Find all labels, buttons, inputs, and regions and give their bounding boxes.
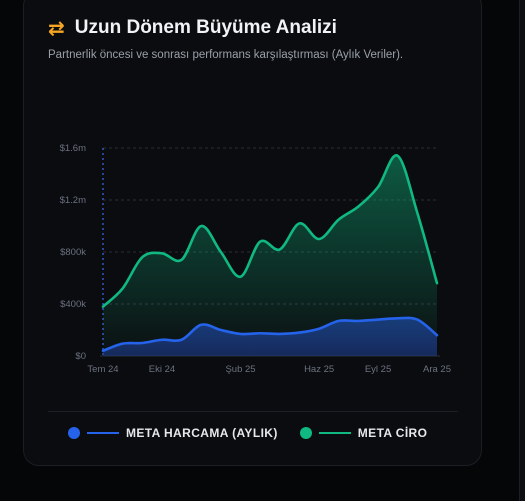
header: ⇄ Uzun Dönem Büyüme Analizi [48, 17, 337, 39]
data-point-spend[interactable] [416, 318, 418, 320]
data-point-spend[interactable] [279, 333, 281, 335]
data-point-spend[interactable] [121, 342, 123, 344]
data-point-revenue[interactable] [357, 205, 359, 207]
data-point-spend[interactable] [259, 332, 261, 334]
data-point-spend[interactable] [298, 331, 300, 333]
x-tick-label: Eki 24 [149, 364, 175, 375]
legend-item-revenue[interactable]: META CİRO [299, 426, 428, 440]
data-point-revenue[interactable] [102, 305, 104, 307]
series-line-spend[interactable] [101, 316, 439, 353]
chart-subtitle: Partnerlik öncesi ve sonrası performans … [48, 49, 404, 61]
data-point-revenue[interactable] [397, 155, 399, 157]
data-point-spend[interactable] [377, 318, 379, 320]
x-tick-label: Tem 24 [87, 364, 118, 375]
data-point-revenue[interactable] [338, 218, 340, 220]
x-tick-label: Ara 25 [423, 364, 451, 375]
x-tick-label: Şub 25 [225, 364, 255, 375]
data-point-spend[interactable] [357, 320, 359, 322]
legend-revenue-line [318, 432, 351, 434]
data-point-spend[interactable] [397, 317, 399, 319]
data-point-revenue[interactable] [279, 248, 281, 250]
data-point-revenue[interactable] [318, 238, 320, 240]
data-point-revenue[interactable] [141, 256, 143, 258]
data-point-revenue[interactable] [220, 251, 222, 253]
data-point-revenue[interactable] [121, 287, 123, 289]
legend-divider [48, 411, 458, 412]
y-tick-label: $800k [60, 247, 86, 258]
series-line-revenue[interactable] [101, 154, 439, 308]
y-tick-label: $400k [60, 299, 86, 310]
series-area-revenue [103, 155, 437, 356]
data-point-revenue[interactable] [416, 212, 418, 214]
data-point-spend[interactable] [436, 334, 438, 336]
data-point-spend[interactable] [318, 328, 320, 330]
data-point-spend[interactable] [338, 320, 340, 322]
legend-revenue-label: META CİRO [357, 426, 428, 440]
data-point-spend[interactable] [161, 339, 163, 341]
data-point-spend[interactable] [102, 350, 104, 352]
data-point-spend[interactable] [200, 324, 202, 326]
legend-spend-label: META HARCAMA (AYLIK) [126, 426, 278, 440]
data-point-revenue[interactable] [298, 222, 300, 224]
legend-spend-line [87, 432, 119, 434]
series-area-spend [103, 317, 437, 356]
y-tick-label: $0 [75, 351, 86, 362]
data-point-spend[interactable] [180, 339, 182, 341]
data-point-spend[interactable] [220, 329, 222, 331]
legend-spend-dot [68, 427, 80, 439]
x-tick-label: Haz 25 [304, 364, 334, 375]
data-point-revenue[interactable] [436, 282, 438, 284]
data-point-revenue[interactable] [377, 186, 379, 188]
y-tick-label: $1.2m [60, 195, 86, 206]
x-tick-label: Eyl 25 [365, 364, 391, 375]
y-tick-label: $1.6m [60, 143, 86, 154]
legend-item-spend[interactable]: META HARCAMA (AYLIK) [68, 426, 278, 440]
scrollbar-edge [519, 0, 525, 501]
data-point-revenue[interactable] [180, 259, 182, 261]
data-point-spend[interactable] [141, 342, 143, 344]
legend-revenue-dot [299, 427, 312, 439]
data-point-spend[interactable] [239, 333, 241, 335]
data-point-revenue[interactable] [161, 252, 163, 254]
chart-title: Uzun Dönem Büyüme Analizi [74, 17, 337, 38]
data-point-revenue[interactable] [239, 276, 241, 278]
data-point-revenue[interactable] [259, 240, 261, 242]
legend: META HARCAMA (AYLIK) META CİRO [68, 426, 427, 440]
swap-arrows-icon: ⇄ [48, 16, 65, 40]
data-point-revenue[interactable] [200, 225, 202, 227]
